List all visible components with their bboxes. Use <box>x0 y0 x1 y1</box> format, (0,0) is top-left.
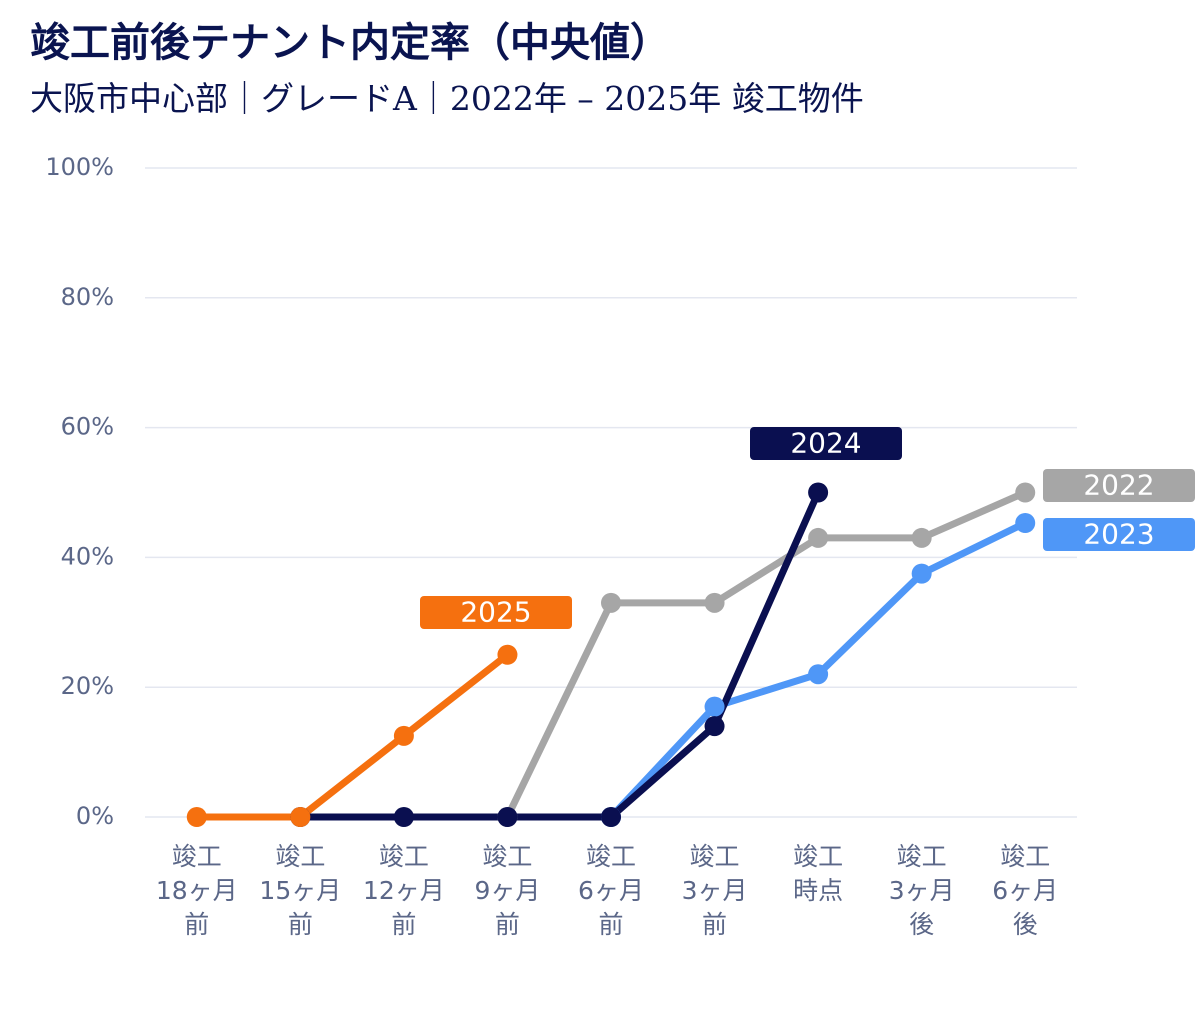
marker <box>808 482 829 503</box>
x-tick-label: 12ヶ月 <box>363 876 445 905</box>
marker <box>1015 513 1036 534</box>
x-tick-label: 9ヶ月 <box>474 876 540 905</box>
series-line <box>296 489 822 821</box>
y-tick-label: 80% <box>61 283 114 311</box>
series-label-box <box>1043 518 1195 551</box>
x-tick-label: 後 <box>909 910 934 939</box>
marker <box>808 664 829 685</box>
y-tick-label: 40% <box>61 542 114 570</box>
x-tick-label: 6ヶ月 <box>578 876 644 905</box>
x-tick-label: 前 <box>495 910 520 939</box>
y-tick-label: 20% <box>61 672 114 700</box>
x-tick-label: 前 <box>598 910 623 939</box>
x-tick-label: 3ヶ月 <box>889 876 955 905</box>
x-tick-label: 15ヶ月 <box>259 876 341 905</box>
x-tick-label: 前 <box>702 910 727 939</box>
y-tick-label: 100% <box>45 153 114 181</box>
x-tick-label: 竣工 <box>793 842 843 871</box>
marker <box>704 716 725 737</box>
x-tick-label: 竣工 <box>586 842 636 871</box>
series-label: 2023 <box>1083 518 1154 551</box>
x-tick-label: 竣工 <box>897 842 947 871</box>
chart-title: 竣工前後テナント内定率（中央値） <box>30 19 670 66</box>
x-tick-label: 3ヶ月 <box>682 876 748 905</box>
marker <box>808 527 829 548</box>
x-tick-label: 時点 <box>793 876 843 905</box>
x-tick-label: 6ヶ月 <box>992 876 1058 905</box>
series-label-box <box>420 596 572 629</box>
marker <box>911 563 932 584</box>
x-tick-label: 竣工 <box>690 842 740 871</box>
series-label-box <box>750 427 902 460</box>
series-line <box>503 489 1029 821</box>
x-tick-label: 竣工 <box>1000 842 1050 871</box>
marker <box>704 696 725 717</box>
marker <box>704 592 725 613</box>
x-tick-label: 竣工 <box>379 842 429 871</box>
marker <box>1015 482 1036 503</box>
y-tick-label: 0% <box>76 802 114 830</box>
x-tick-label: 前 <box>184 910 209 939</box>
series-line <box>193 651 511 821</box>
series-label: 2022 <box>1083 469 1154 502</box>
marker <box>393 725 414 746</box>
x-tick-label: 竣工 <box>172 842 222 871</box>
x-tick-label: 18ヶ月 <box>156 876 238 905</box>
chart-subtitle: 大阪市中心部｜グレードA｜2022年 – 2025年 竣工物件 <box>30 79 864 118</box>
x-tick-label: 竣工 <box>275 842 325 871</box>
y-tick-label: 60% <box>61 413 114 441</box>
marker <box>497 644 518 665</box>
marker <box>186 807 207 827</box>
marker <box>601 592 621 613</box>
series-label: 2025 <box>460 596 531 629</box>
marker <box>911 527 932 548</box>
x-tick-label: 竣工 <box>482 842 532 871</box>
marker <box>497 807 518 827</box>
series-label-box <box>1043 469 1195 502</box>
x-tick-label: 前 <box>288 910 313 939</box>
marker <box>601 807 621 827</box>
series-label: 2024 <box>790 427 861 460</box>
x-tick-label: 前 <box>391 910 416 939</box>
marker <box>393 807 414 827</box>
marker <box>290 807 311 827</box>
x-tick-label: 後 <box>1013 910 1038 939</box>
